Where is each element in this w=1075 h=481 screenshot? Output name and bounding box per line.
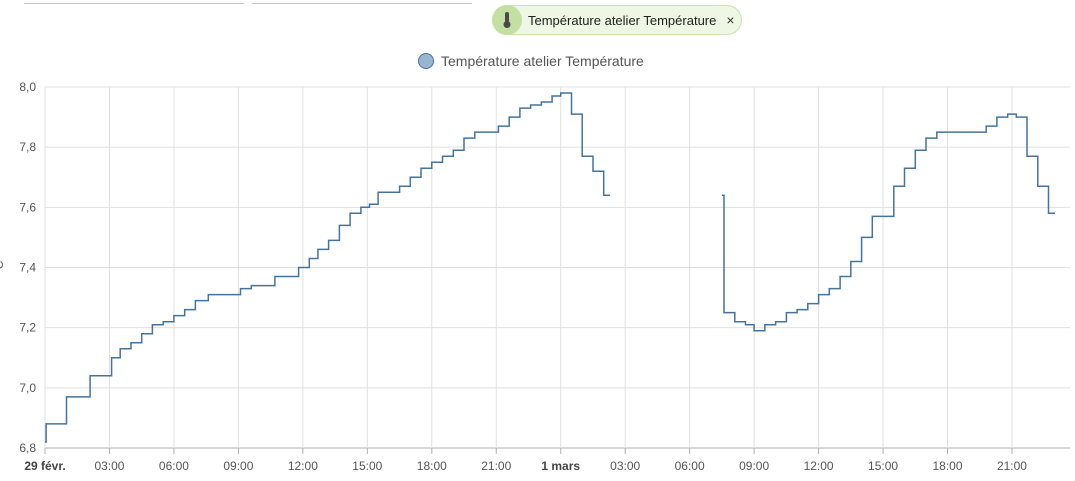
legend-swatch	[418, 53, 434, 69]
chip-label: Température atelier Température	[528, 12, 717, 28]
y-tick-label: 7,6	[19, 200, 36, 214]
x-tick-label: 21:00	[997, 459, 1027, 473]
thermometer-icon	[492, 5, 522, 35]
top-divider-right	[252, 3, 472, 4]
legend-label: Température atelier Température	[441, 53, 644, 69]
x-tick-label: 06:00	[159, 459, 189, 473]
series-line-segment	[721, 113, 1055, 332]
series-line-segment	[45, 92, 611, 443]
x-tick-label: 15:00	[868, 459, 898, 473]
x-tick-label: 15:00	[352, 459, 382, 473]
y-axis-label: °C	[0, 260, 6, 274]
chart-grid	[44, 86, 1070, 454]
y-tick-label: 7,2	[19, 321, 36, 335]
y-tick-label: 6,8	[19, 441, 36, 455]
x-tick-label: 09:00	[223, 459, 253, 473]
y-tick-label: 8,0	[19, 80, 36, 94]
x-tick-label: 18:00	[417, 459, 447, 473]
x-tick-label: 21:00	[481, 459, 511, 473]
x-tick-label: 1 mars	[541, 459, 580, 473]
x-tick-label: 12:00	[804, 459, 834, 473]
close-icon[interactable]: ×	[726, 12, 735, 28]
chart-legend-item[interactable]: Température atelier Température	[418, 53, 644, 69]
x-tick-label: 03:00	[610, 459, 640, 473]
x-tick-label: 29 févr.	[24, 459, 65, 473]
x-tick-label: 09:00	[739, 459, 769, 473]
y-tick-label: 7,0	[19, 381, 36, 395]
x-tick-label: 18:00	[933, 459, 963, 473]
series-lines	[45, 92, 1055, 443]
x-tick-label: 12:00	[288, 459, 318, 473]
x-tick-label: 03:00	[94, 459, 124, 473]
x-tick-label: 06:00	[675, 459, 705, 473]
entity-filter-chip[interactable]: Température atelier Température ×	[492, 5, 742, 35]
top-divider-left	[24, 3, 244, 4]
y-axis-ticks: 8,0 7,8 7,6 7,4 7,2 7,0 6,8	[19, 80, 36, 455]
y-tick-label: 7,4	[19, 261, 36, 275]
y-tick-label: 7,8	[19, 140, 36, 154]
x-axis-ticks: 29 févr. 03:00 06:00 09:00 12:00 15:00 18:00 21…	[24, 459, 1027, 473]
